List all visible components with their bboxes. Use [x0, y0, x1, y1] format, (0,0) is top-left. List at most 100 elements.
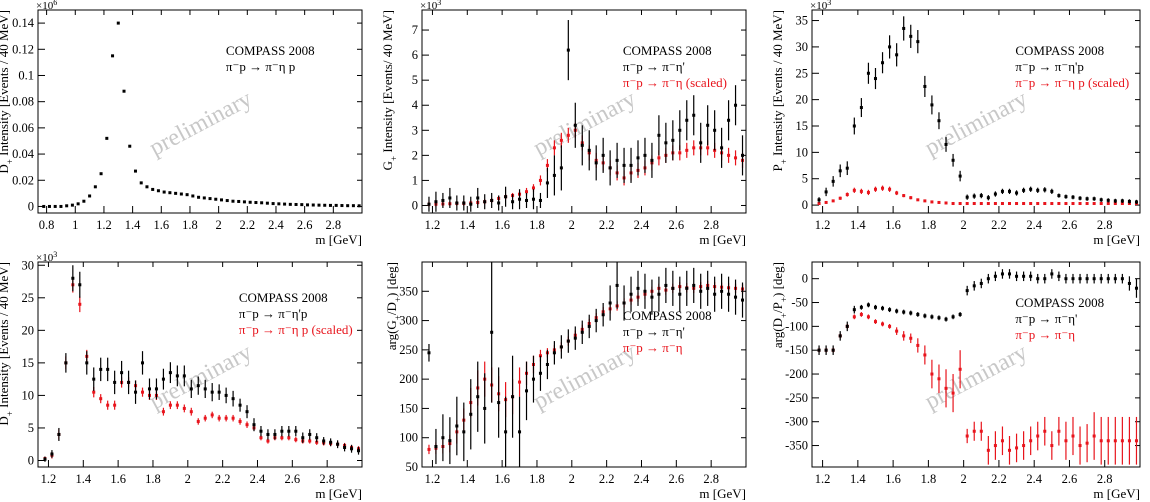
data-point	[1050, 189, 1054, 193]
data-point	[580, 330, 584, 334]
data-point	[175, 374, 179, 378]
legend-entry: π⁻p → π⁻η'	[1015, 311, 1077, 326]
data-point	[881, 306, 885, 310]
data-point	[1015, 202, 1019, 206]
data-point	[448, 439, 452, 443]
x-tick-label: 2.6	[669, 472, 685, 486]
data-point	[231, 397, 235, 401]
data-point	[873, 305, 877, 309]
y-tick-label: 0.06	[12, 121, 34, 135]
data-point	[306, 203, 310, 207]
data-point	[923, 84, 927, 88]
data-point	[720, 289, 724, 293]
data-point	[937, 316, 941, 320]
x-tick-label: 2.2	[239, 218, 255, 232]
legend-entry: π⁻p → π⁻η p (scaled)	[239, 322, 353, 337]
data-point	[182, 374, 186, 378]
x-tick-label: 1.6	[153, 218, 169, 232]
y-tick-label: -50	[791, 296, 808, 310]
data-point	[483, 406, 487, 410]
data-point	[657, 133, 661, 137]
data-point	[831, 348, 835, 352]
data-point	[469, 412, 473, 416]
data-point	[817, 202, 821, 206]
series	[817, 16, 1138, 205]
data-point	[1134, 439, 1138, 443]
y-tick-label: 3	[412, 123, 418, 137]
data-point	[476, 196, 480, 200]
data-point	[280, 429, 284, 433]
x-tick-label: 2.8	[319, 472, 335, 486]
watermark: preliminary	[921, 339, 1032, 415]
data-point	[1029, 439, 1033, 443]
data-point	[128, 144, 132, 148]
data-point	[1099, 277, 1103, 281]
data-point	[622, 163, 626, 167]
data-point	[92, 377, 96, 381]
data-point	[1120, 439, 1124, 443]
y-axis-label: D+ Intensity [Events / 40 MeV]	[0, 10, 15, 174]
data-point	[168, 403, 172, 407]
data-point	[1120, 277, 1124, 281]
data-point	[1050, 272, 1054, 276]
x-axis-label: m [GeV]	[699, 486, 746, 501]
data-point	[552, 173, 556, 177]
x-tick-label: 2.8	[1097, 218, 1113, 232]
data-point	[92, 390, 96, 394]
data-point	[1029, 187, 1033, 191]
data-point	[1085, 197, 1089, 201]
series	[817, 185, 1138, 206]
data-point	[685, 118, 689, 122]
data-point	[237, 199, 241, 203]
series	[42, 21, 361, 208]
data-point	[1099, 198, 1103, 202]
data-point	[545, 363, 549, 366]
x-tick-label: 1.8	[529, 218, 545, 232]
data-point	[308, 432, 312, 436]
data-point	[336, 442, 340, 446]
data-point	[357, 449, 361, 453]
data-point	[217, 416, 221, 420]
x-tick-label: 2.2	[599, 472, 615, 486]
data-point	[162, 190, 166, 194]
data-point	[734, 295, 738, 299]
data-point	[859, 189, 863, 193]
data-point	[559, 138, 563, 142]
data-point	[838, 169, 842, 173]
data-point	[252, 423, 256, 427]
data-point	[580, 143, 584, 147]
data-point	[965, 195, 969, 199]
data-point	[1099, 202, 1103, 206]
data-point	[734, 156, 738, 160]
data-point	[175, 403, 179, 407]
data-point	[888, 308, 892, 312]
data-point	[909, 196, 913, 200]
data-point	[105, 136, 109, 140]
data-point	[47, 204, 51, 208]
data-point	[972, 194, 976, 198]
data-point	[930, 200, 934, 204]
x-axis-label: m [GeV]	[699, 232, 746, 247]
data-point	[1078, 202, 1082, 206]
data-point	[720, 146, 724, 150]
data-point	[210, 413, 214, 417]
y-tick-label: 0.02	[12, 173, 34, 187]
y-tick-label: 100	[399, 431, 418, 445]
x-tick-label: 2.8	[326, 218, 342, 232]
plot-frame	[811, 9, 1141, 214]
data-point	[300, 203, 304, 207]
data-point	[328, 203, 332, 207]
data-point	[93, 185, 97, 189]
data-point	[133, 169, 137, 173]
legend-entry: π⁻p → π⁻η'	[623, 324, 685, 339]
data-point	[873, 77, 877, 81]
data-point	[340, 204, 344, 208]
data-point	[455, 201, 459, 205]
x-tick-label: 1.8	[921, 218, 937, 232]
y-tick-label: -350	[785, 439, 808, 453]
data-point	[141, 390, 145, 394]
series	[43, 265, 361, 462]
data-point	[214, 197, 218, 201]
data-point	[699, 289, 703, 293]
x-tick-label: 1.6	[110, 472, 126, 486]
